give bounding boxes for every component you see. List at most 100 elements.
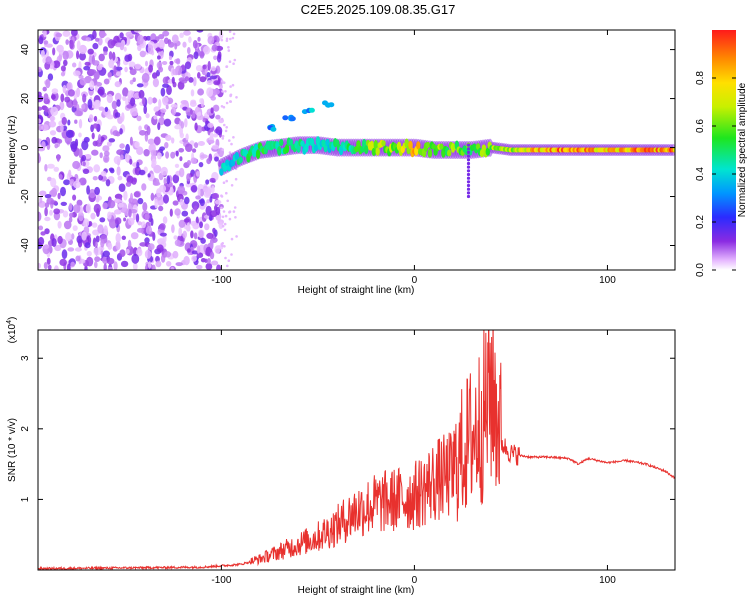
noise-speck (234, 216, 237, 219)
noise-speck (225, 179, 228, 183)
noise-speck (214, 205, 218, 212)
ridge-core (219, 168, 224, 176)
noise-speck (49, 130, 57, 136)
noise-speck (76, 87, 81, 98)
noise-speck (109, 168, 115, 174)
noise-speck (225, 191, 228, 195)
noise-speck (112, 51, 116, 61)
noise-speck (139, 130, 146, 136)
noise-speck (147, 138, 155, 145)
noise-speck (214, 245, 221, 254)
noise-speck (45, 56, 52, 65)
noise-speck (225, 39, 229, 42)
noise-speck (221, 215, 225, 219)
noise-speck (95, 99, 101, 108)
spectrogram-y-label: Frequency (Hz) (7, 116, 18, 185)
ridge-spike (466, 147, 471, 151)
noise-speck (142, 202, 148, 212)
noise-speck (137, 44, 142, 52)
noise-speck (171, 137, 175, 144)
ridge-core (225, 159, 230, 167)
noise-speck (85, 37, 92, 42)
noise-speck (233, 58, 237, 62)
ridge-core (439, 143, 444, 150)
noise-speck (223, 222, 227, 226)
figure-title: C2E5.2025.109.08.35.G17 (301, 2, 456, 17)
noise-speck (61, 117, 67, 125)
noise-speck (162, 96, 169, 104)
noise-speck (59, 258, 67, 266)
spectrogram-panel: -100 0 100 -40 -20 0 20 40 Height of straight … (7, 29, 676, 296)
noise-speck (180, 121, 185, 129)
noise-speck (68, 216, 73, 223)
noise-speck (136, 248, 143, 257)
noise-speck (62, 30, 71, 37)
noise-speck (144, 132, 149, 142)
noise-speck (171, 76, 175, 84)
noise-speck (91, 132, 95, 140)
noise-speck (98, 174, 103, 181)
noise-speck (232, 136, 235, 139)
noise-speck (139, 50, 146, 58)
x-tick-label: 100 (599, 275, 616, 286)
noise-speck (103, 46, 108, 53)
noise-speck (116, 166, 121, 176)
noise-speck (86, 185, 90, 195)
noise-speck (111, 100, 118, 110)
noise-speck (133, 92, 140, 99)
noise-speck (160, 254, 166, 263)
ridge-spike (466, 172, 471, 177)
noise-speck (209, 131, 214, 140)
noise-speck (204, 258, 208, 263)
noise-speck (76, 50, 80, 60)
noise-speck (79, 77, 87, 86)
spectrogram-x-label: Height of straight line (km) (298, 285, 415, 296)
noise-speck (228, 217, 232, 221)
noise-speck (222, 81, 226, 84)
snr-panel: -100 0 100 1 2 3 Height of straight line (km… (6, 317, 676, 596)
noise-speck (69, 212, 74, 218)
noise-speck (146, 125, 151, 136)
noise-speck (141, 96, 146, 106)
noise-speck (210, 107, 214, 114)
noise-speck (119, 128, 123, 135)
noise-speck (137, 227, 144, 233)
noise-speck (54, 143, 59, 149)
noise-speck (212, 88, 220, 95)
noise-speck (154, 198, 158, 209)
noise-speck (174, 208, 181, 216)
noise-speck (81, 154, 87, 162)
noise-speck (38, 262, 41, 269)
noise-speck (205, 262, 213, 270)
noise-speck (196, 245, 201, 254)
noise-speck (71, 30, 78, 37)
noise-speck (106, 114, 114, 120)
noise-speck (58, 174, 63, 180)
noise-speck (185, 181, 192, 188)
noise-speck (197, 141, 205, 146)
noise-speck (107, 199, 116, 209)
noise-speck (152, 78, 159, 88)
noise-speck (115, 240, 121, 251)
noise-speck (65, 129, 74, 138)
noise-speck (52, 60, 61, 69)
noise-speck (106, 93, 113, 104)
noise-speck (119, 249, 126, 257)
noise-speck (128, 208, 132, 218)
noise-speck (135, 213, 140, 223)
snr-y-label: SNR (10 * v/v) (7, 418, 18, 482)
noise-speck (145, 60, 148, 67)
noise-speck (40, 231, 46, 236)
noise-speck (137, 34, 144, 45)
noise-speck (193, 232, 198, 240)
noise-speck (41, 124, 49, 131)
noise-speck (229, 100, 232, 103)
noise-speck (78, 148, 83, 159)
noise-speck (63, 220, 72, 230)
noise-speck (125, 31, 134, 37)
ridge-spike (466, 161, 471, 166)
noise-speck (205, 187, 212, 197)
ridge-spike (466, 176, 471, 180)
noise-speck (90, 212, 96, 220)
noise-speck (206, 87, 214, 97)
